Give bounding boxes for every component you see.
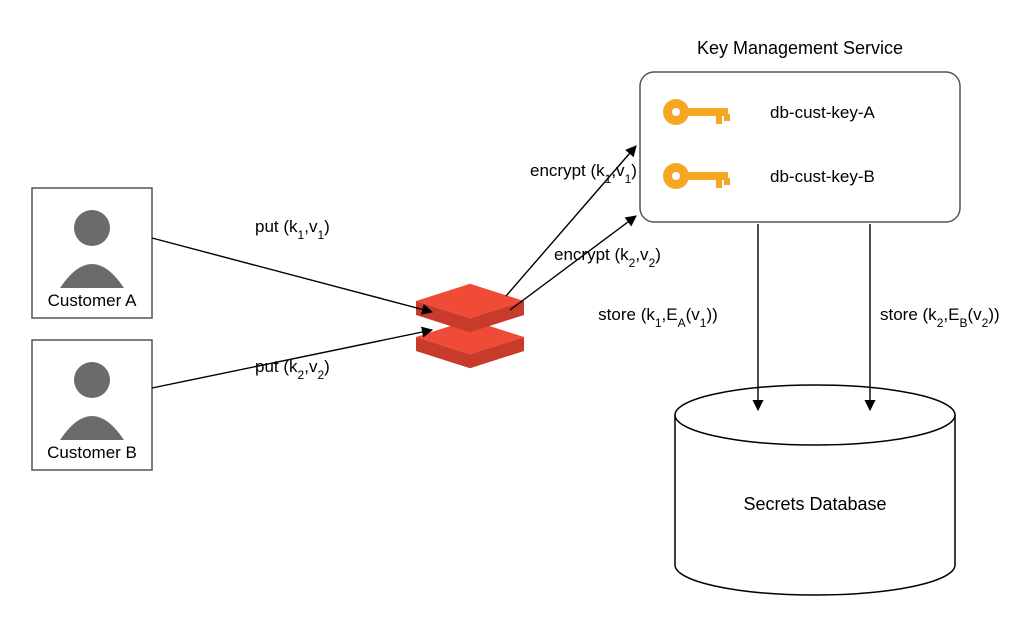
kms-box: db-cust-key-A db-cust-key-B [640, 72, 960, 222]
edge-put-1 [152, 238, 432, 312]
database-label: Secrets Database [743, 494, 886, 514]
person-body-icon [60, 416, 124, 440]
secrets-database: Secrets Database [675, 385, 955, 595]
customer-label: Customer B [47, 443, 137, 462]
kms-key-label: db-cust-key-B [770, 167, 875, 186]
kms-key-row: db-cust-key-A [663, 99, 876, 125]
person-head-icon [74, 210, 110, 246]
label-encrypt-2: encrypt (k2,v2) [554, 245, 661, 270]
label-put-2: put (k2,v2) [255, 357, 330, 382]
person-head-icon [74, 362, 110, 398]
label-store-2: store (k2,EB(v2)) [880, 305, 1000, 330]
customer-b-box: Customer B [32, 340, 152, 470]
label-put-1: put (k1,v1) [255, 217, 330, 242]
kms-title: Key Management Service [697, 38, 903, 58]
person-body-icon [60, 264, 124, 288]
customer-a-box: Customer A [32, 188, 152, 318]
kms-key-row: db-cust-key-B [663, 163, 875, 189]
databricks-icon [416, 284, 524, 369]
customer-label: Customer A [48, 291, 137, 310]
label-store-1: store (k1,EA(v1)) [598, 305, 718, 330]
kms-key-label: db-cust-key-A [770, 103, 876, 122]
label-encrypt-1: encrypt (k1,v1) [530, 161, 637, 186]
